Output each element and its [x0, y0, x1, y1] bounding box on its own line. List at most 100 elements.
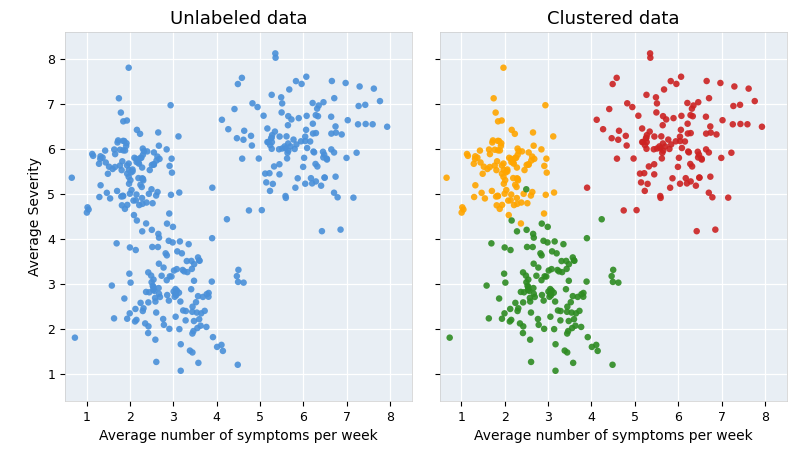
Point [490, 193, 503, 200]
Point [562, 317, 575, 325]
Point [521, 286, 534, 294]
Point [136, 175, 149, 183]
Point [130, 316, 143, 324]
Point [82, 206, 95, 213]
Point [131, 126, 144, 134]
Point [122, 173, 135, 181]
Point [663, 145, 676, 153]
Point [491, 193, 504, 200]
Title: Unlabeled data: Unlabeled data [169, 10, 307, 28]
Point [634, 179, 647, 186]
Point [152, 230, 165, 237]
Point [166, 239, 179, 246]
Point [673, 133, 686, 140]
Point [121, 315, 134, 322]
Point [527, 142, 540, 149]
Point [641, 131, 654, 139]
Point [513, 320, 526, 327]
Point [642, 163, 655, 170]
Point [520, 226, 533, 234]
Point [675, 112, 688, 119]
Point [301, 144, 314, 152]
Point [177, 307, 190, 314]
Point [503, 154, 516, 161]
Point [122, 160, 135, 167]
Point [149, 298, 162, 305]
Point [657, 112, 670, 120]
Point [86, 150, 99, 158]
Point [278, 143, 291, 150]
Point [123, 190, 136, 197]
Point [710, 131, 723, 138]
Point [222, 125, 235, 133]
Point [162, 237, 175, 244]
Point [485, 240, 498, 247]
Point [150, 157, 163, 164]
Point [680, 180, 693, 187]
Point [264, 142, 277, 149]
Point [497, 160, 510, 167]
Point [141, 148, 154, 155]
Point [642, 180, 654, 188]
Point [266, 131, 279, 139]
Point [366, 121, 379, 128]
Point [681, 120, 694, 127]
Point [316, 148, 329, 155]
Point [541, 223, 554, 230]
Point [498, 244, 511, 251]
Point [493, 205, 506, 213]
Point [187, 317, 200, 325]
Point [163, 210, 176, 217]
Point [481, 165, 494, 173]
Point [507, 159, 520, 166]
Point [123, 310, 136, 317]
Point [114, 109, 127, 116]
Point [524, 298, 537, 305]
Point [654, 145, 667, 152]
Point [114, 146, 127, 154]
Point [550, 250, 563, 257]
Point [315, 182, 328, 189]
Point [334, 226, 347, 233]
Point [174, 367, 187, 374]
Point [655, 155, 668, 162]
Point [539, 272, 551, 280]
Point [265, 91, 278, 99]
Point [186, 308, 199, 315]
Point [591, 347, 604, 355]
Point [507, 174, 520, 182]
Point [756, 123, 769, 130]
Point [543, 285, 556, 293]
Point [526, 243, 539, 251]
Point [115, 201, 128, 209]
Point [508, 201, 521, 209]
Point [279, 145, 292, 152]
Point [127, 197, 140, 204]
Point [643, 128, 656, 135]
Point [525, 157, 538, 164]
Point [561, 303, 574, 310]
Point [644, 54, 657, 61]
Point [549, 367, 562, 374]
Point [300, 112, 313, 119]
Point [684, 178, 697, 185]
Point [540, 273, 553, 280]
Point [341, 117, 354, 124]
Point [328, 95, 341, 102]
Point [298, 154, 311, 161]
Point [590, 116, 603, 124]
Point [620, 142, 633, 149]
Point [563, 260, 576, 268]
Point [142, 269, 155, 276]
Point [165, 273, 178, 280]
Point [492, 295, 505, 302]
Point [581, 235, 594, 242]
Point [483, 163, 496, 171]
Point [725, 149, 738, 156]
Point [280, 133, 293, 140]
Point [116, 192, 129, 200]
Point [527, 290, 540, 297]
Point [526, 153, 539, 160]
Point [105, 282, 118, 289]
Point [132, 159, 145, 166]
